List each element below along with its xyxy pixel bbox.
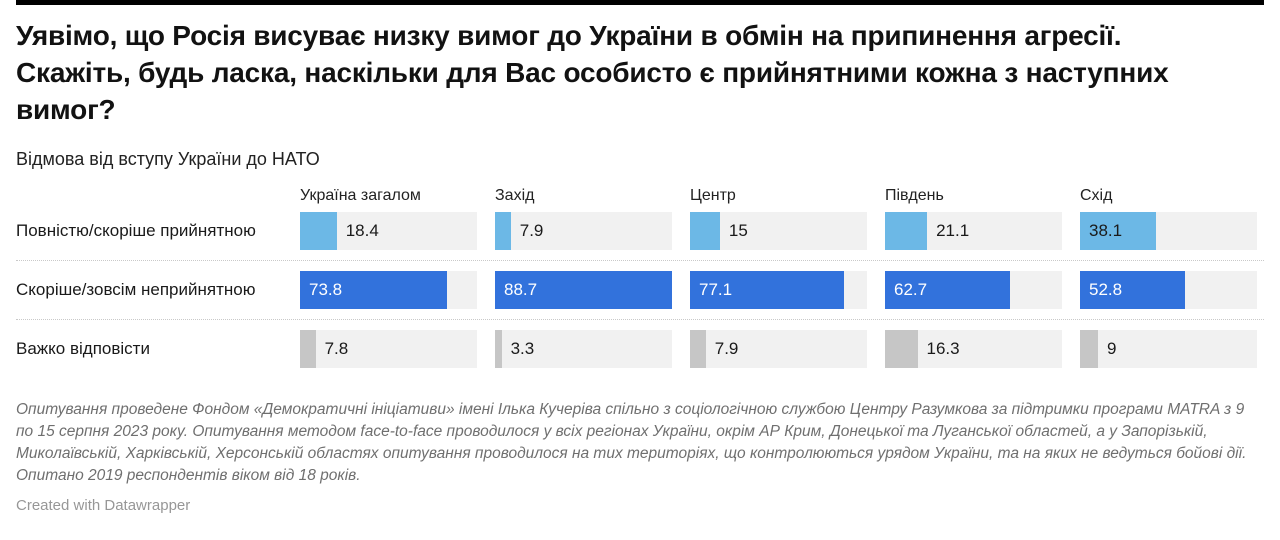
bar-value-label: 7.8 xyxy=(324,339,349,358)
bar-cell: 38.1 xyxy=(1080,212,1257,250)
column-header-3: Південь xyxy=(885,187,944,204)
bar-track: 88.7 xyxy=(495,271,672,309)
row-label-cell: Важко відповісти xyxy=(16,330,300,368)
bar-cell: 7.9 xyxy=(690,330,867,368)
bar-value-label: 7.9 xyxy=(714,339,739,358)
bar xyxy=(885,271,1011,309)
bar xyxy=(885,212,928,250)
bar-cell: 77.1 xyxy=(690,271,867,309)
chart-notes: Опитування проведене Фондом «Демократичн… xyxy=(16,401,1247,484)
bar-value-label: 77.1 xyxy=(699,280,733,299)
bar-track: 3.3 xyxy=(495,330,672,368)
bar xyxy=(1080,330,1098,368)
bar-cell: 3.3 xyxy=(495,330,672,368)
chart-title: Уявімо, що Росія висуває низку вимог до … xyxy=(16,20,1169,125)
column-header-4: Схід xyxy=(1080,187,1113,204)
bar-value-label: 16.3 xyxy=(926,339,960,358)
bar-track: 38.1 xyxy=(1080,212,1257,250)
bar xyxy=(495,271,672,309)
bar-cell: 88.7 xyxy=(495,271,672,309)
bar xyxy=(690,330,706,368)
bar-value-label: 73.8 xyxy=(309,280,343,299)
column-header-row: Україна загалом Захід Центр Південь Схід xyxy=(16,187,1264,212)
bar-value-label: 62.7 xyxy=(894,280,928,299)
bar xyxy=(690,271,844,309)
bar-cell: 9 xyxy=(1080,330,1257,368)
bar-table: Україна загалом Захід Центр Південь Схід Пов… xyxy=(16,187,1264,378)
bar-track: 62.7 xyxy=(885,271,1062,309)
column-header-2: Центр xyxy=(690,187,736,204)
bar xyxy=(1080,271,1186,309)
bar-cell: 7.9 xyxy=(495,212,672,250)
bar-value-label: 3.3 xyxy=(510,339,535,358)
bar-track: 7.8 xyxy=(300,330,477,368)
bar-cell: 18.4 xyxy=(300,212,477,250)
top-border-line xyxy=(16,0,1264,5)
bar xyxy=(300,212,337,250)
bar-cell: 15 xyxy=(690,212,867,250)
datawrapper-attribution-link[interactable]: Created with Datawrapper xyxy=(16,497,191,514)
bar-track: 21.1 xyxy=(885,212,1062,250)
bar-value-label: 52.8 xyxy=(1089,280,1123,299)
column-header-0: Україна загалом xyxy=(300,187,421,204)
row-label: Повністю/скоріше прийнятною xyxy=(16,221,256,240)
bar-value-label: 15 xyxy=(728,221,748,240)
bar-value-label: 38.1 xyxy=(1089,221,1123,240)
bar xyxy=(495,212,511,250)
table-row: Скоріше/зовсім неприйнятною 73.8 88.7 77.1 6… xyxy=(16,260,1264,319)
row-label: Важко відповісти xyxy=(16,339,150,358)
bar-track: 7.9 xyxy=(495,212,672,250)
bar-track: 52.8 xyxy=(1080,271,1257,309)
bar xyxy=(495,330,502,368)
chart-subtitle: Відмова від вступу України до НАТО xyxy=(16,149,320,169)
row-label: Скоріше/зовсім неприйнятною xyxy=(16,280,256,299)
bar xyxy=(1080,212,1157,250)
bar-value-label: 21.1 xyxy=(936,221,970,240)
bar-cell: 16.3 xyxy=(885,330,1062,368)
bar-track: 16.3 xyxy=(885,330,1062,368)
row-label-cell: Повністю/скоріше прийнятною xyxy=(16,212,300,250)
bar-cell: 21.1 xyxy=(885,212,1062,250)
bar-value-label: 18.4 xyxy=(345,221,379,240)
bar-track: 73.8 xyxy=(300,271,477,309)
bar-track: 18.4 xyxy=(300,212,477,250)
table-rows: Повністю/скоріше прийнятною 18.4 7.9 15 21.1… xyxy=(16,212,1264,378)
table-row: Повністю/скоріше прийнятною 18.4 7.9 15 21.1… xyxy=(16,212,1264,260)
column-header-1: Захід xyxy=(495,187,535,204)
bar-cell: 62.7 xyxy=(885,271,1062,309)
bar-value-label: 88.7 xyxy=(504,280,538,299)
bar-cell: 73.8 xyxy=(300,271,477,309)
bar-value-label: 7.9 xyxy=(519,221,544,240)
bar xyxy=(300,330,316,368)
bar xyxy=(885,330,918,368)
bar xyxy=(690,212,720,250)
bar-track: 15 xyxy=(690,212,867,250)
table-row: Важко відповісти 7.8 3.3 7.9 16.3 9 xyxy=(16,319,1264,378)
bar-value-label: 9 xyxy=(1106,339,1117,358)
bar xyxy=(300,271,448,309)
bar-cell: 52.8 xyxy=(1080,271,1257,309)
bar-track: 77.1 xyxy=(690,271,867,309)
bar-track: 7.9 xyxy=(690,330,867,368)
bar-track: 9 xyxy=(1080,330,1257,368)
bar-cell: 7.8 xyxy=(300,330,477,368)
row-label-cell: Скоріше/зовсім неприйнятною xyxy=(16,271,300,309)
column-header-spacer xyxy=(16,187,300,212)
